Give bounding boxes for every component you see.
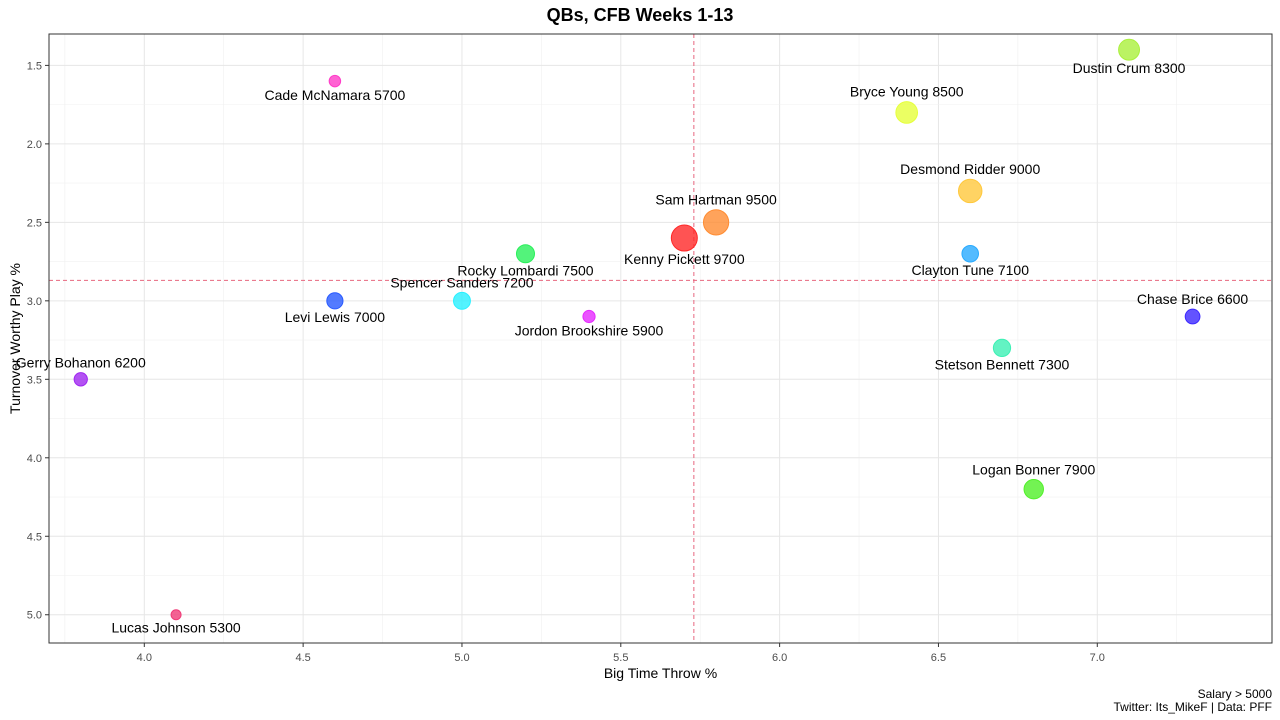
point-label: Dustin Crum 8300 (1073, 60, 1186, 76)
point-label: Gerry Bohanon 6200 (16, 355, 146, 371)
point-label: Logan Bonner 7900 (972, 461, 1095, 477)
point-label: Spencer Sanders 7200 (390, 274, 533, 290)
y-axis-title: Turnover Worthy Play % (7, 263, 23, 414)
point-label: Sam Hartman 9500 (655, 192, 777, 208)
y-tick-label: 4.0 (27, 453, 42, 465)
x-tick-label: 7.0 (1090, 652, 1105, 664)
point-label: Desmond Ridder 9000 (900, 161, 1040, 177)
data-point (992, 338, 1012, 358)
grid (49, 34, 1272, 643)
x-axis-title: Big Time Throw % (604, 665, 717, 681)
data-points (73, 38, 1201, 621)
chart-title: QBs, CFB Weeks 1-13 (546, 5, 734, 25)
caption-source: Twitter: Its_MikeF | Data: PFF (1113, 700, 1272, 714)
data-point (515, 244, 535, 264)
y-tick-label: 2.0 (27, 139, 42, 151)
y-tick-label: 3.0 (27, 296, 42, 308)
y-tick-label: 4.5 (27, 531, 42, 543)
data-point (1118, 38, 1141, 61)
reference-lines (49, 34, 1272, 643)
data-point (670, 224, 698, 252)
data-point (957, 178, 983, 204)
data-point (328, 74, 342, 88)
x-tick-label: 4.0 (137, 652, 152, 664)
y-tick-label: 3.5 (27, 374, 42, 386)
point-label: Lucas Johnson 5300 (111, 620, 240, 636)
point-label: Rocky Lombardi 7500 (457, 263, 593, 279)
y-tick-label: 2.5 (27, 217, 42, 229)
data-point (582, 309, 596, 324)
data-point (326, 292, 344, 310)
x-tick-label: 6.5 (931, 652, 946, 664)
plot-frame (48, 33, 1273, 644)
data-point (1184, 308, 1201, 325)
point-label: Kenny Pickett 9700 (624, 251, 745, 267)
data-point (702, 209, 730, 236)
x-tick-label: 6.0 (772, 652, 787, 664)
point-label: Jordon Brookshire 5900 (515, 323, 664, 339)
point-label: Clayton Tune 7100 (911, 262, 1029, 278)
y-tick-label: 5.0 (27, 610, 42, 622)
point-label: Chase Brice 6600 (1137, 291, 1249, 307)
data-point (895, 101, 919, 124)
axis-ticks: 4.0 4.5 5.0 5.5 6.0 6.5 7.0 1.5 2.0 2.5 3.0 3.5 4.0 4… (27, 60, 1105, 664)
data-point (73, 372, 88, 387)
point-label: Bryce Young 8500 (850, 84, 964, 100)
x-tick-label: 5.5 (613, 652, 628, 664)
point-labels: Dustin Crum 8300 Cade McNamara 5700 Bryce … (16, 60, 1249, 636)
x-tick-label: 4.5 (295, 652, 310, 664)
y-tick-label: 1.5 (27, 60, 42, 72)
data-point (1023, 478, 1044, 500)
point-label: Levi Lewis 7000 (285, 309, 386, 325)
data-point (961, 244, 979, 263)
x-tick-label: 5.0 (454, 652, 469, 664)
point-label: Stetson Bennett 7300 (935, 357, 1070, 373)
data-point (170, 609, 182, 621)
point-label: Cade McNamara 5700 (264, 87, 405, 103)
caption-salary-filter: Salary > 5000 (1197, 687, 1272, 701)
data-point (453, 291, 471, 310)
